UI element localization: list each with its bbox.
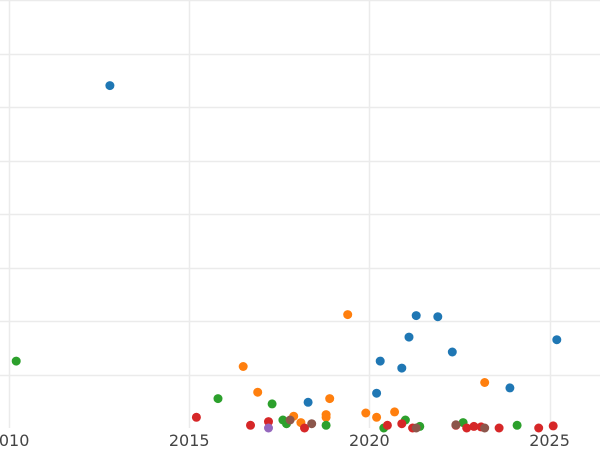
x-axis-ticks: 2010 2015 2020 2025 [0, 431, 570, 450]
data-point [433, 312, 443, 322]
data-point [552, 335, 562, 345]
data-point [480, 423, 490, 433]
data-point [300, 423, 309, 433]
data-point [404, 332, 414, 342]
data-point [361, 408, 371, 418]
data-point [264, 423, 273, 433]
data-point [372, 388, 382, 398]
data-point [213, 394, 223, 404]
data-point [469, 421, 479, 431]
data-point [285, 415, 295, 425]
data-point [480, 378, 490, 387]
data-point [494, 423, 504, 433]
data-point [372, 412, 382, 422]
data-point [375, 356, 385, 366]
x-tick-label: 2020 [349, 431, 390, 450]
x-tick-label: 2025 [529, 431, 570, 450]
data-point [343, 310, 353, 320]
data-point [307, 419, 317, 429]
data-point [462, 423, 472, 433]
data-point [191, 412, 201, 422]
data-point [451, 420, 461, 430]
data-point [411, 311, 421, 321]
data-point [238, 362, 248, 371]
data-point [303, 397, 313, 407]
data-point [11, 356, 21, 366]
data-point [253, 387, 263, 397]
data-point [246, 420, 255, 430]
data-point [321, 420, 331, 430]
data-point [512, 420, 522, 430]
data-point [397, 419, 407, 429]
data-points [11, 81, 562, 433]
data-point [534, 423, 544, 433]
data-point [278, 415, 288, 425]
data-point [105, 81, 115, 91]
data-point [390, 407, 400, 417]
data-point [548, 421, 558, 431]
x-tick-label: 2010 [0, 431, 29, 450]
data-point [264, 417, 273, 427]
data-point [325, 394, 335, 404]
grid [0, 0, 600, 428]
data-point [411, 423, 421, 433]
data-point [267, 399, 277, 409]
data-point [321, 412, 331, 422]
x-tick-label: 2015 [169, 431, 210, 450]
data-point [447, 347, 457, 357]
data-point [382, 420, 392, 430]
data-point [505, 383, 515, 393]
data-point [397, 363, 407, 373]
